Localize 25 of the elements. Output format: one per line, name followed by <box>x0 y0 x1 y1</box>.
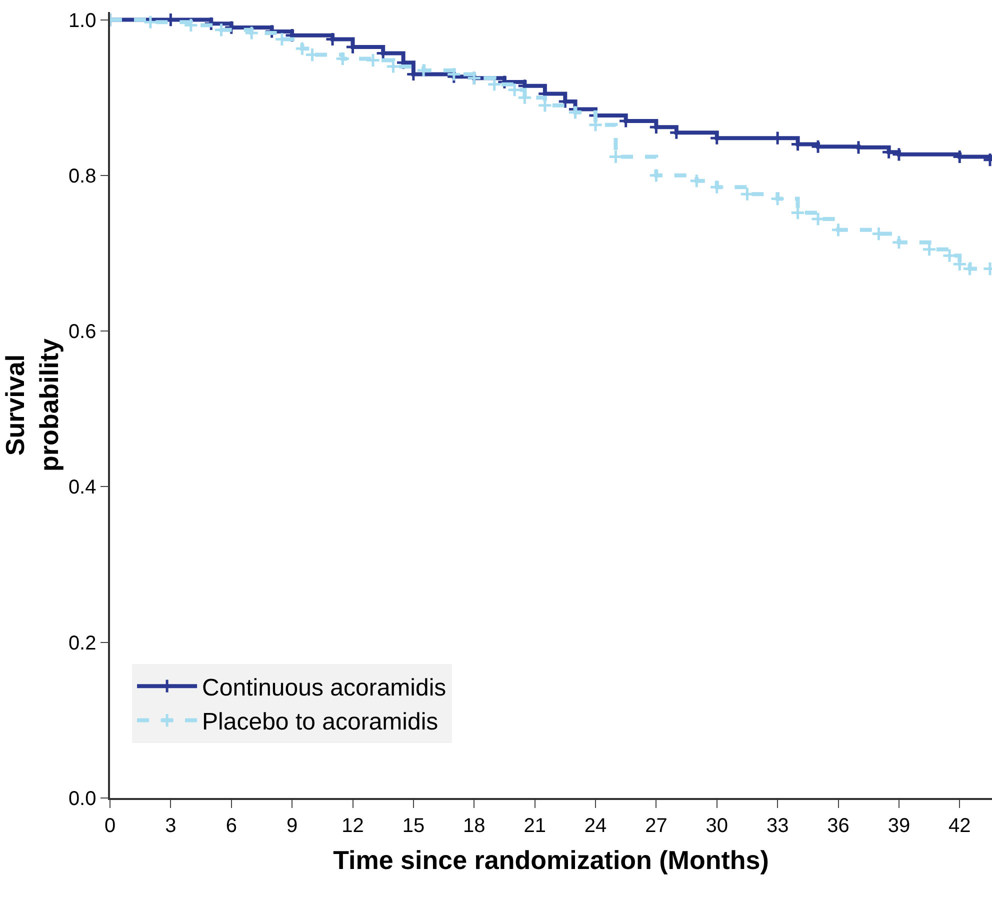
legend-label: Continuous acoramidis <box>202 674 446 702</box>
x-tick-label: 30 <box>706 814 728 837</box>
y-tick-label: 0.2 <box>68 632 96 654</box>
x-tick-label: 27 <box>645 814 668 837</box>
x-tick-label: 0 <box>104 814 116 837</box>
y-tick-label: 0.0 <box>68 788 96 810</box>
x-tick-label: 21 <box>524 814 546 837</box>
x-tick-label: 18 <box>463 814 486 837</box>
x-tick-label: 6 <box>226 814 237 837</box>
x-tick-label: 24 <box>584 814 607 837</box>
x-tick-label: 42 <box>948 814 971 837</box>
x-axis-title: Time since randomization (Months) <box>333 844 769 875</box>
x-tick-label: 36 <box>827 814 850 837</box>
y-tick-label: 1.0 <box>68 10 96 32</box>
y-tick-label: 0.6 <box>68 321 96 344</box>
x-tick-label: 15 <box>402 814 425 837</box>
y-tick-label: 0.4 <box>68 476 96 499</box>
x-tick-label: 3 <box>165 814 176 837</box>
legend-label: Placebo to acoramidis <box>202 708 438 736</box>
x-tick-label: 12 <box>342 814 364 837</box>
x-tick-label: 9 <box>286 814 298 837</box>
x-tick-label: 39 <box>888 814 910 837</box>
x-tick-label: 33 <box>766 814 789 837</box>
y-tick-label: 0.8 <box>68 165 96 188</box>
y-axis-title: Survival probability <box>0 338 64 472</box>
